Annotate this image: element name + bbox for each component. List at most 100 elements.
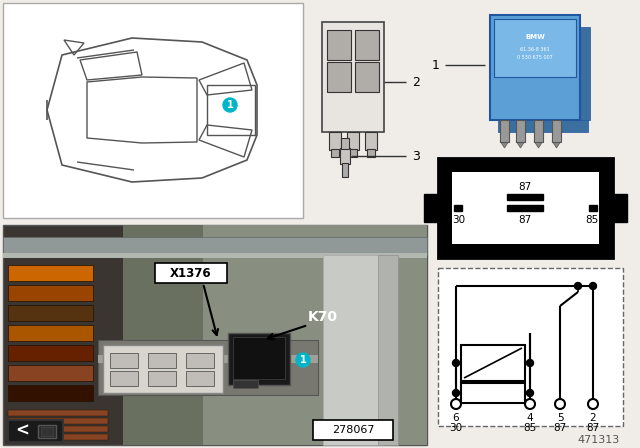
Bar	[323, 255, 383, 445]
Bar	[110, 371, 138, 386]
Bar	[103, 345, 223, 393]
Polygon shape	[552, 141, 561, 148]
Bar	[148, 371, 176, 386]
Bar	[8, 285, 93, 301]
Bar	[454, 205, 462, 211]
Bar	[8, 385, 93, 401]
Circle shape	[525, 399, 535, 409]
Text: 2: 2	[589, 413, 596, 423]
Bar	[98, 355, 318, 363]
Bar	[580, 27, 590, 120]
Bar	[613, 194, 627, 222]
Bar	[8, 418, 108, 424]
Circle shape	[527, 359, 534, 366]
Bar	[452, 172, 599, 244]
Text: 0 530 675 007: 0 530 675 007	[517, 55, 553, 60]
Bar	[228, 333, 290, 385]
Bar	[552, 120, 561, 142]
Bar	[110, 353, 138, 368]
Bar	[8, 410, 108, 416]
Bar	[3, 225, 427, 445]
Text: 5: 5	[557, 413, 563, 423]
Bar	[38, 425, 56, 438]
Text: BMW: BMW	[525, 34, 545, 40]
Circle shape	[451, 399, 461, 409]
Bar	[516, 120, 525, 142]
Text: 30: 30	[449, 423, 463, 433]
Bar	[349, 149, 357, 157]
Circle shape	[452, 359, 460, 366]
Bar	[494, 19, 576, 77]
Bar	[347, 132, 359, 150]
Bar	[203, 225, 427, 445]
Text: 61.36-8 361: 61.36-8 361	[520, 47, 550, 52]
Bar	[507, 205, 543, 211]
Text: 87: 87	[554, 423, 566, 433]
Circle shape	[296, 353, 310, 367]
Circle shape	[555, 399, 565, 409]
Bar	[461, 345, 525, 381]
Bar	[8, 265, 93, 281]
Bar	[313, 420, 393, 440]
Text: K70: K70	[308, 310, 338, 324]
Bar	[8, 325, 93, 341]
Text: 1: 1	[227, 100, 234, 110]
Bar	[148, 353, 176, 368]
Bar	[461, 383, 525, 403]
Bar	[186, 371, 214, 386]
Circle shape	[527, 389, 534, 396]
Text: 4: 4	[527, 413, 533, 423]
Bar	[155, 263, 227, 283]
Bar	[327, 30, 351, 60]
Bar	[331, 149, 339, 157]
Bar	[329, 132, 341, 150]
Bar	[589, 205, 597, 211]
Bar	[341, 138, 349, 149]
Text: 87: 87	[518, 182, 532, 192]
Bar	[500, 120, 509, 142]
Text: X1376: X1376	[170, 267, 212, 280]
Bar	[123, 225, 427, 445]
Text: 1: 1	[300, 355, 307, 365]
Circle shape	[223, 98, 237, 112]
Bar	[498, 120, 588, 132]
Bar	[41, 427, 53, 436]
Bar	[327, 62, 351, 92]
Bar	[534, 120, 543, 142]
Bar	[3, 253, 427, 258]
Bar	[8, 426, 108, 432]
Polygon shape	[516, 141, 525, 148]
Bar	[186, 353, 214, 368]
Bar	[490, 15, 580, 120]
Circle shape	[589, 283, 596, 289]
Polygon shape	[500, 141, 509, 148]
Bar	[355, 62, 379, 92]
Bar	[438, 268, 623, 426]
Text: 87: 87	[518, 215, 532, 225]
Bar	[8, 365, 93, 381]
Bar	[342, 163, 348, 177]
Bar	[8, 420, 63, 442]
Bar	[340, 148, 350, 164]
Bar	[98, 340, 318, 395]
Bar	[322, 22, 384, 132]
Bar	[233, 337, 285, 379]
Bar	[8, 345, 93, 361]
Bar	[378, 255, 398, 445]
Circle shape	[575, 283, 582, 289]
Circle shape	[452, 389, 460, 396]
Text: 6: 6	[452, 413, 460, 423]
Text: 87: 87	[586, 423, 600, 433]
Bar	[233, 380, 258, 388]
Bar	[207, 85, 255, 135]
Text: 85: 85	[586, 215, 599, 225]
Bar	[424, 194, 438, 222]
Polygon shape	[534, 141, 543, 148]
Bar	[355, 30, 379, 60]
Bar	[3, 3, 303, 218]
Bar	[438, 158, 613, 258]
Bar	[8, 305, 93, 321]
Text: <: <	[15, 422, 29, 440]
Bar	[3, 237, 427, 255]
Text: 2: 2	[412, 76, 420, 89]
